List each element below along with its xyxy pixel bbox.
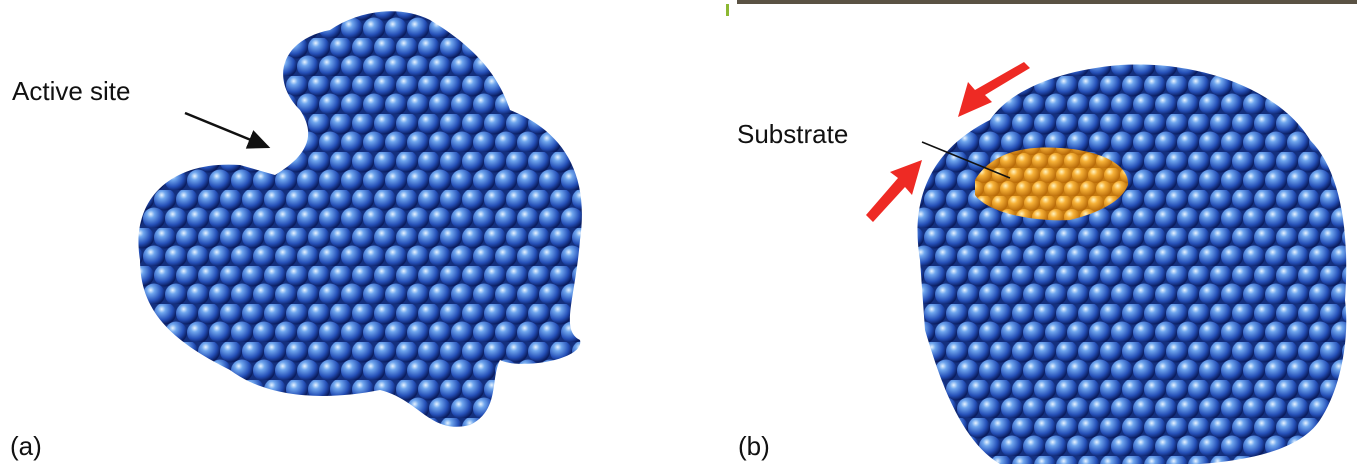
panel-label: (b) (738, 431, 770, 461)
enzyme-closed (918, 64, 1347, 464)
accent (726, 4, 729, 16)
panel-label: (a) (10, 431, 42, 461)
annotation: Substrate (737, 119, 848, 149)
page: Active site (a) Substrate (b) (() => { c… (0, 0, 1357, 464)
figure: Active site (a) Substrate (b) (0, 0, 1357, 464)
leader-arrow (185, 113, 268, 147)
motion-arrow (866, 160, 922, 222)
annotation: Active site (12, 76, 131, 106)
enzyme-open (138, 11, 581, 426)
